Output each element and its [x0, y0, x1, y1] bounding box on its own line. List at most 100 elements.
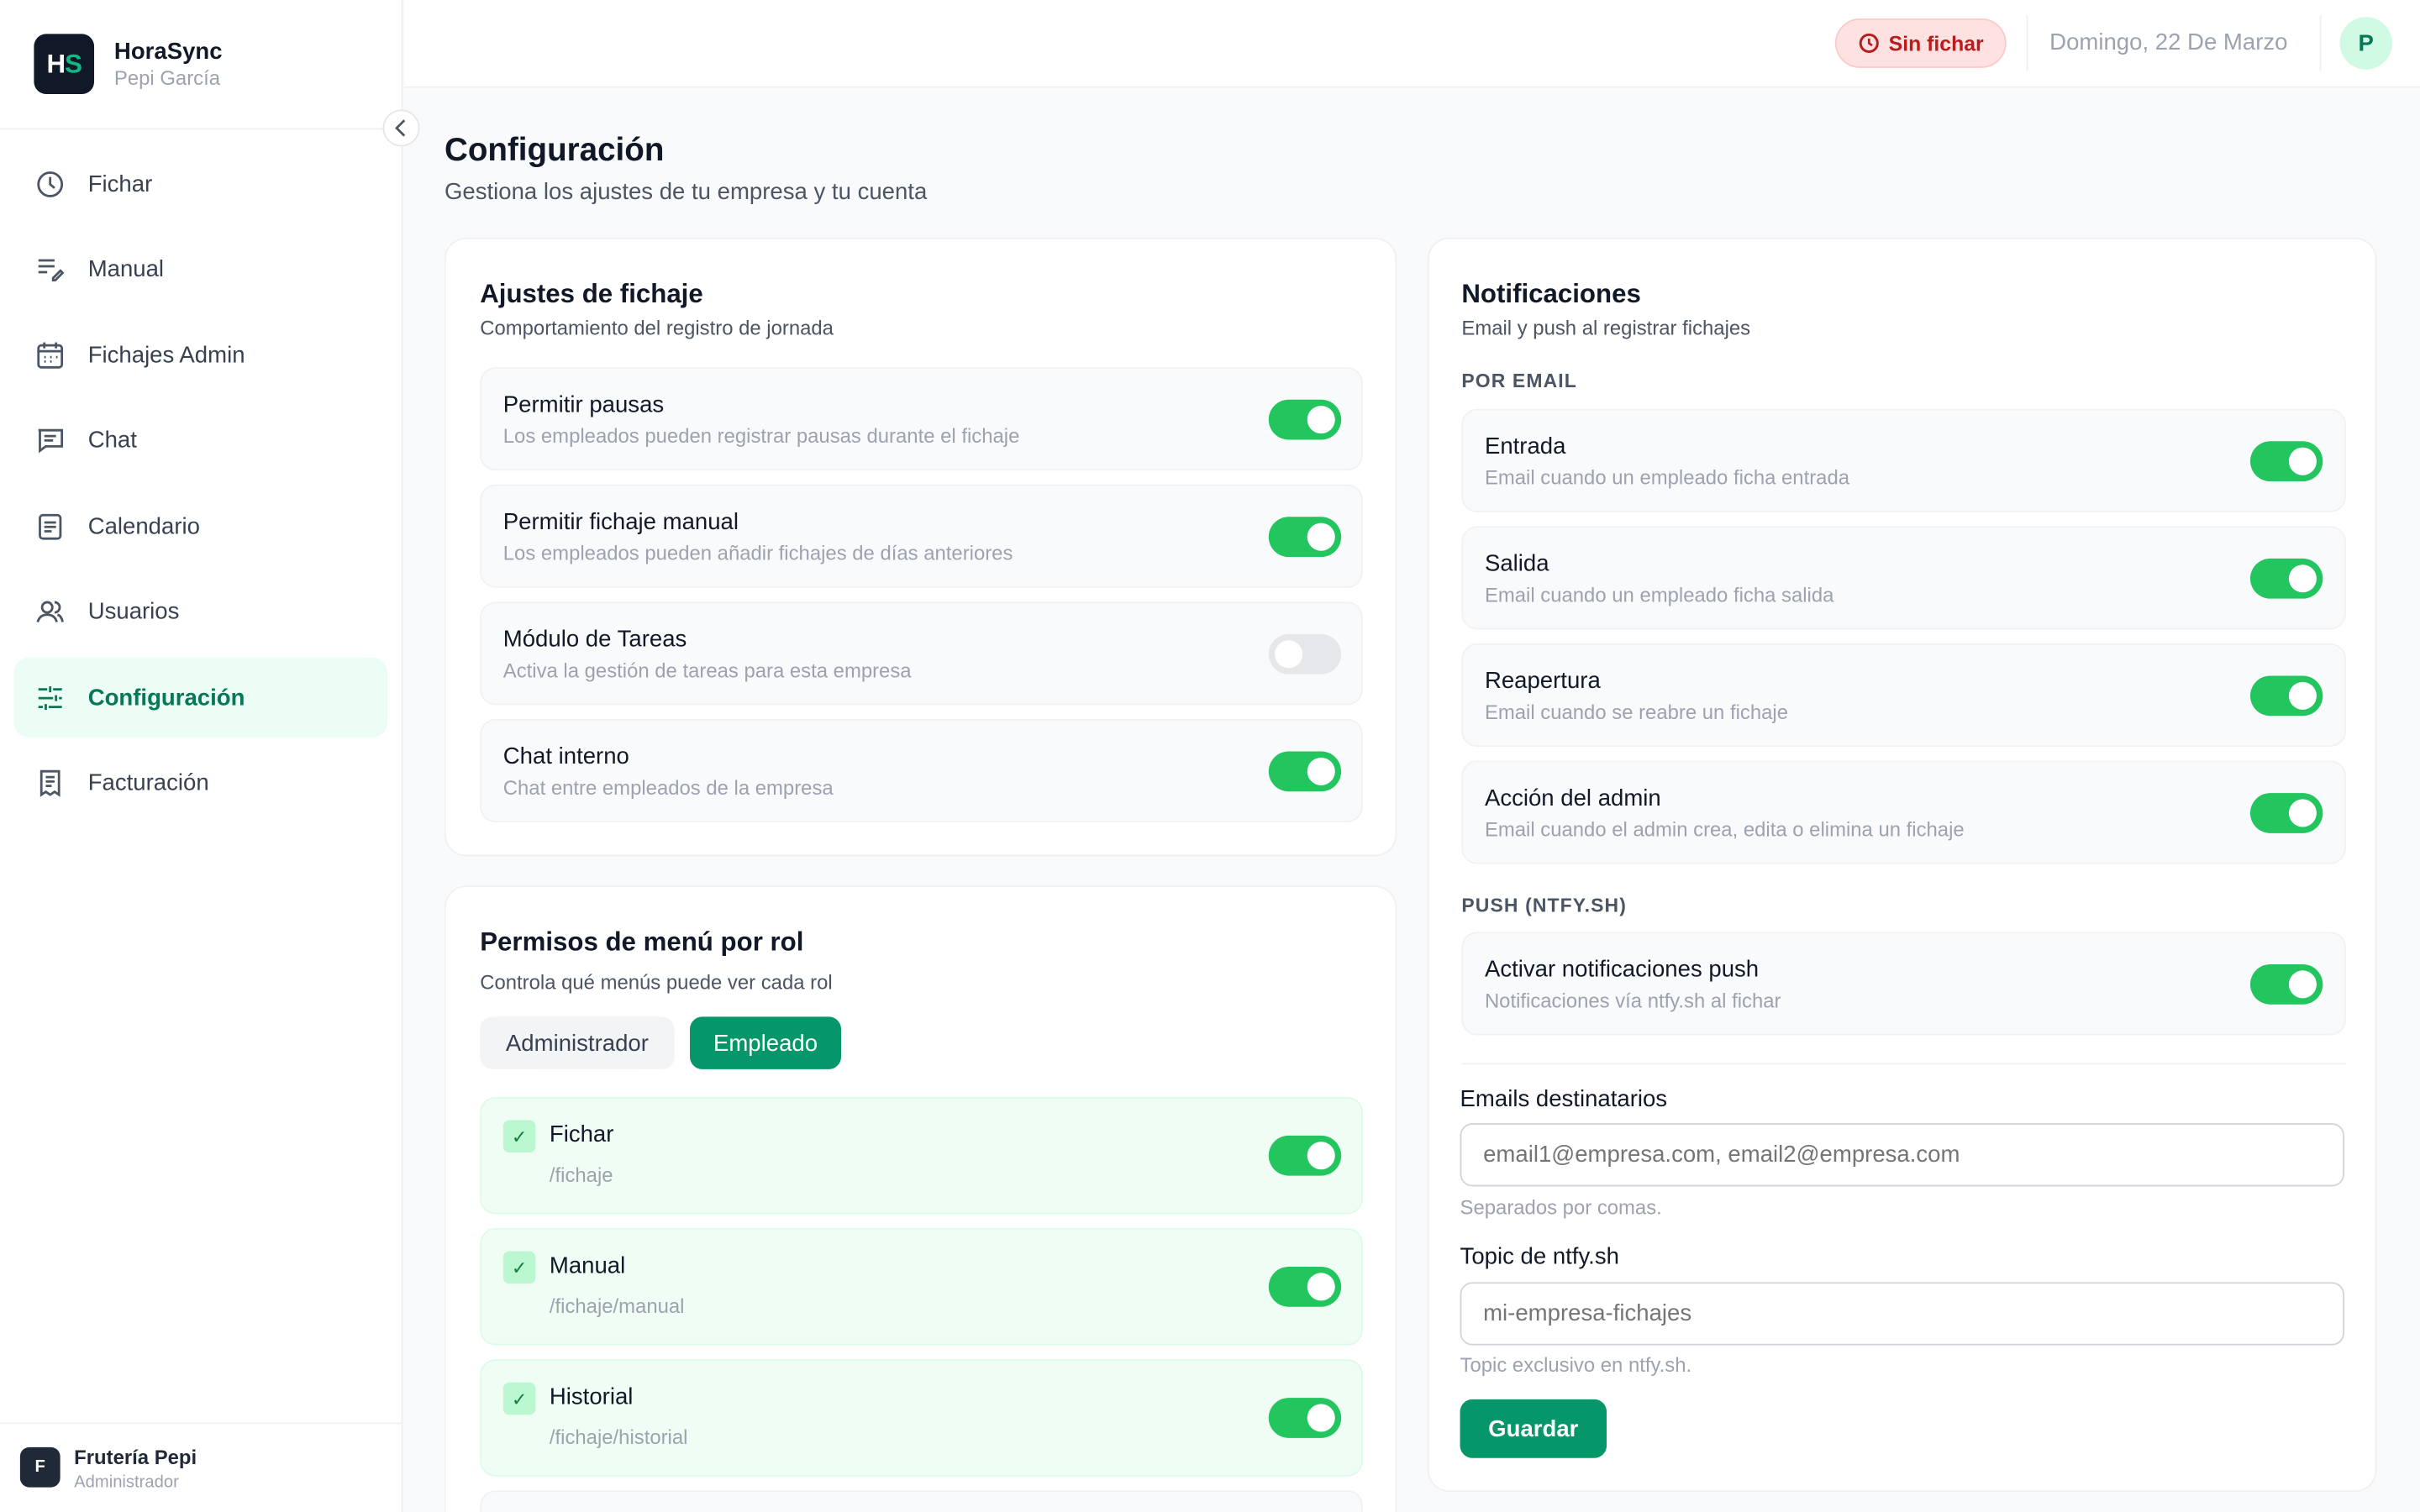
check-icon: ✓: [511, 1125, 528, 1147]
clock-status-badge[interactable]: Sin fichar: [1834, 18, 2007, 68]
setting-title: Permitir pausas: [502, 391, 665, 418]
top-header: Sin fichar Domingo, 22 De Marzo P: [404, 0, 2420, 88]
notification-description: Email cuando un empleado ficha salida: [1484, 583, 1834, 606]
push-notification-row: Activar notificaciones push Notificacione…: [1461, 932, 2346, 1036]
permission-row: [480, 1490, 1363, 1512]
chevron-left-icon: [395, 119, 406, 137]
notification-toggle[interactable]: [2249, 675, 2323, 717]
setting-row: Permitir fichaje manual Los empleados pue…: [480, 484, 1363, 588]
push-section-label: PUSH (NTFY.SH): [1461, 895, 1627, 917]
setting-toggle[interactable]: [1268, 517, 1342, 558]
tab-administrador[interactable]: Administrador: [480, 1016, 675, 1069]
divider: [1461, 1063, 2346, 1065]
menu-checkbox[interactable]: ✓: [502, 1120, 536, 1153]
menu-checkbox[interactable]: ✓: [502, 1251, 536, 1284]
sidebar-item-fichajes-admin[interactable]: Fichajes Admin: [14, 315, 387, 396]
card-subtitle: Controla qué menús puede ver cada rol: [480, 970, 833, 994]
list-edit-icon: [38, 259, 65, 281]
notification-toggle[interactable]: [2249, 558, 2323, 599]
notification-toggle[interactable]: [2249, 441, 2323, 482]
push-toggle[interactable]: [2249, 963, 2323, 1005]
menu-checkbox[interactable]: ✓: [502, 1382, 536, 1415]
sidebar-item-manual[interactable]: Manual: [14, 229, 387, 310]
sidebar-item-fichar[interactable]: Fichar: [14, 144, 387, 224]
page-title: Configuración: [444, 132, 665, 169]
topic-input[interactable]: [1460, 1282, 2345, 1346]
card-title: Ajustes de fichaje: [480, 279, 703, 309]
page-subtitle: Gestiona los ajustes de tu empresa y tu …: [444, 179, 928, 206]
notification-title: Reapertura: [1484, 668, 1601, 695]
user-name: Pepi García: [113, 66, 221, 90]
card-title: Notificaciones: [1461, 279, 1641, 309]
notification-title: Activar notificaciones push: [1484, 956, 1760, 984]
menu-visibility-toggle[interactable]: [1268, 1135, 1342, 1176]
logo-letter-s: S: [65, 48, 82, 78]
menu-path: /fichaje: [549, 1163, 613, 1187]
sidebar-item-chat[interactable]: Chat: [14, 401, 387, 481]
email-section-label: POR EMAIL: [1461, 370, 1577, 392]
email-notification-row: Salida Email cuando un empleado ficha sal…: [1461, 526, 2346, 630]
permission-row: ✓ Manual/fichaje/manual: [480, 1228, 1363, 1346]
card-title: Permisos de menú por rol: [480, 927, 804, 957]
menu-visibility-toggle[interactable]: [1268, 1266, 1342, 1307]
user-role: Administrador: [74, 1473, 179, 1493]
menu-title: Fichar: [549, 1121, 614, 1148]
save-button[interactable]: Guardar: [1460, 1399, 1607, 1458]
sidebar-item-label: Usuarios: [87, 598, 180, 625]
setting-row: Chat interno Chat entre empleados de la e…: [480, 718, 1363, 822]
collapse-sidebar-button[interactable]: [382, 109, 420, 147]
notification-toggle[interactable]: [2249, 793, 2323, 833]
setting-toggle[interactable]: [1268, 399, 1342, 440]
card-subtitle: Comportamiento del registro de jornada: [480, 316, 834, 340]
document-icon: [39, 512, 62, 539]
setting-toggle[interactable]: [1268, 751, 1342, 792]
setting-description: Chat entre empleados de la empresa: [502, 775, 834, 800]
sliders-icon: [38, 685, 62, 710]
setting-description: Los empleados pueden añadir fichajes de …: [502, 541, 1013, 565]
emails-input[interactable]: [1460, 1123, 2345, 1187]
users-icon: [36, 601, 64, 622]
setting-description: Activa la gestión de tareas para esta em…: [502, 659, 912, 682]
clock-icon: [1859, 33, 1879, 54]
clock-icon: [37, 171, 64, 197]
tab-empleado[interactable]: Empleado: [690, 1016, 842, 1069]
current-date: Domingo, 22 De Marzo: [2049, 29, 2288, 56]
menu-visibility-toggle[interactable]: [1268, 1398, 1342, 1438]
check-icon: ✓: [511, 1388, 528, 1410]
sidebar-item-calendario[interactable]: Calendario: [14, 486, 387, 567]
setting-toggle[interactable]: [1268, 633, 1342, 675]
fichaje-settings-card: Ajustes de fichaje Comportamiento del re…: [444, 237, 1397, 857]
logo-letter-h: H: [46, 48, 66, 78]
divider: [2319, 15, 2322, 71]
company-name[interactable]: Frutería Pepi: [74, 1446, 197, 1469]
divider: [0, 128, 403, 130]
notification-description: Email cuando el admin crea, edita o elim…: [1484, 817, 1965, 842]
setting-title: Módulo de Tareas: [502, 626, 687, 653]
sidebar-item-configuraci-n[interactable]: Configuración: [13, 657, 388, 738]
receipt-icon: [39, 769, 60, 797]
emails-help: Separados por comas.: [1460, 1195, 1662, 1220]
card-subtitle: Email y push al registrar fichajes: [1461, 316, 1751, 340]
sidebar-item-label: Configuración: [87, 684, 245, 711]
user-avatar[interactable]: P: [2339, 17, 2392, 70]
notification-description: Email cuando se reabre un fichaje: [1484, 700, 1788, 724]
topic-help: Topic exclusivo en ntfy.sh.: [1460, 1352, 1692, 1377]
divider: [2026, 15, 2028, 71]
app-name: HoraSync: [113, 38, 223, 66]
company-avatar[interactable]: F: [19, 1446, 60, 1488]
email-notification-row: Reapertura Email cuando se reabre un fich…: [1461, 643, 2346, 747]
menu-path: /fichaje/manual: [549, 1294, 685, 1318]
sidebar-item-label: Facturación: [87, 769, 209, 796]
divider: [0, 1422, 403, 1425]
permission-row: ✓ Fichar/fichaje: [480, 1096, 1363, 1215]
emails-label: Emails destinatarios: [1460, 1086, 1668, 1113]
sidebar-item-label: Fichar: [87, 170, 153, 197]
menu-title: Manual: [549, 1252, 626, 1279]
sidebar-item-usuarios[interactable]: Usuarios: [14, 572, 387, 653]
chat-icon: [38, 428, 64, 454]
notification-description: Email cuando un empleado ficha entrada: [1484, 465, 1850, 490]
sidebar-item-facturaci-n[interactable]: Facturación: [14, 743, 387, 823]
